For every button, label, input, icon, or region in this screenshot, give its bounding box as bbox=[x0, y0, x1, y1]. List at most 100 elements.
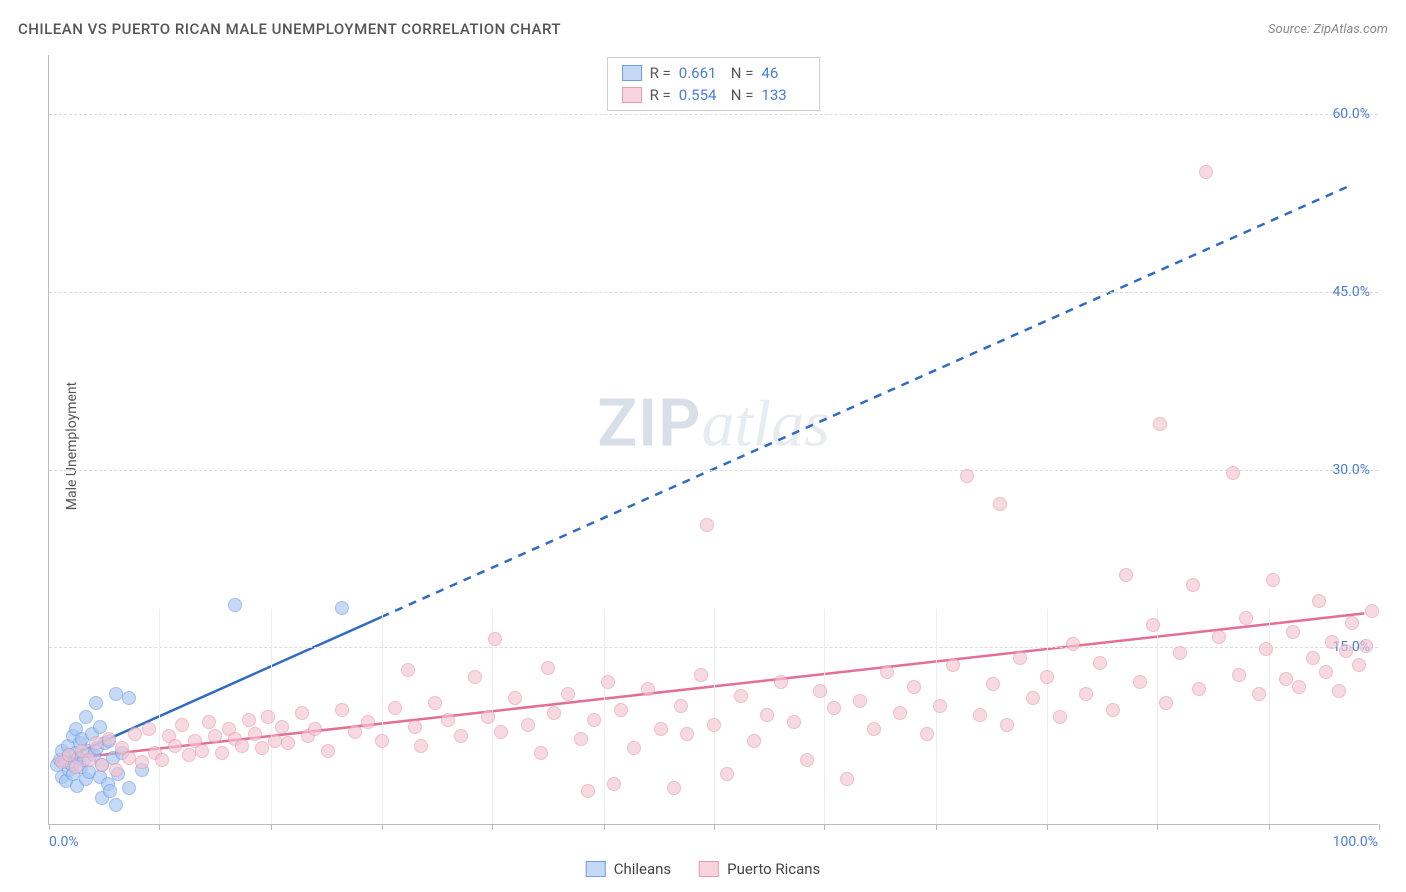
scatter-point bbox=[547, 706, 561, 720]
scatter-point bbox=[122, 751, 136, 765]
scatter-point bbox=[335, 703, 349, 717]
scatter-point bbox=[1332, 684, 1346, 698]
r-value-chileans: 0.661 bbox=[679, 64, 723, 82]
stats-row-puertoricans: R = 0.554 N = 133 bbox=[622, 84, 806, 106]
watermark-zip: ZIP bbox=[597, 386, 701, 463]
scatter-point bbox=[155, 753, 169, 767]
scatter-point bbox=[1133, 675, 1147, 689]
plot-area: ZIPatlas R = 0.661 N = 46 R = 0.554 N = … bbox=[48, 55, 1378, 825]
xtick bbox=[714, 824, 715, 830]
legend-item-puertoricans: Puerto Ricans bbox=[699, 860, 820, 878]
scatter-point bbox=[441, 713, 455, 727]
scatter-point bbox=[1159, 696, 1173, 710]
scatter-point bbox=[89, 736, 103, 750]
xtick-label-min: 0.0% bbox=[49, 834, 79, 850]
scatter-point bbox=[1252, 687, 1266, 701]
scatter-point bbox=[468, 670, 482, 684]
scatter-point bbox=[135, 755, 149, 769]
scatter-point bbox=[175, 718, 189, 732]
legend-swatch-puertoricans bbox=[699, 861, 719, 877]
ytick-label: 30.0% bbox=[1332, 462, 1370, 478]
legend-swatch-chileans bbox=[586, 861, 606, 877]
scatter-point bbox=[109, 763, 123, 777]
scatter-point bbox=[1199, 165, 1213, 179]
scatter-point bbox=[973, 708, 987, 722]
scatter-point bbox=[581, 784, 595, 798]
scatter-point bbox=[122, 691, 136, 705]
scatter-point bbox=[747, 734, 761, 748]
gridline-x bbox=[824, 609, 825, 824]
xtick bbox=[49, 824, 50, 830]
n-label: N = bbox=[731, 64, 754, 82]
scatter-point bbox=[128, 727, 142, 741]
scatter-point bbox=[1153, 417, 1167, 431]
scatter-point bbox=[142, 722, 156, 736]
stats-row-chileans: R = 0.661 N = 46 bbox=[622, 62, 806, 84]
scatter-point bbox=[1226, 466, 1240, 480]
scatter-point bbox=[261, 710, 275, 724]
xtick bbox=[159, 824, 160, 830]
scatter-point bbox=[308, 722, 322, 736]
scatter-point bbox=[408, 720, 422, 734]
xtick bbox=[382, 824, 383, 830]
scatter-point bbox=[508, 691, 522, 705]
scatter-point bbox=[1279, 672, 1293, 686]
scatter-point bbox=[907, 680, 921, 694]
scatter-point bbox=[541, 661, 555, 675]
scatter-point bbox=[680, 727, 694, 741]
scatter-point bbox=[494, 725, 508, 739]
scatter-point bbox=[361, 715, 375, 729]
scatter-point bbox=[1173, 646, 1187, 660]
scatter-point bbox=[95, 758, 109, 772]
scatter-point bbox=[654, 722, 668, 736]
scatter-point bbox=[1306, 651, 1320, 665]
scatter-point bbox=[1106, 703, 1120, 717]
scatter-point bbox=[920, 727, 934, 741]
scatter-point bbox=[168, 739, 182, 753]
xtick bbox=[1157, 824, 1158, 830]
scatter-point bbox=[89, 696, 103, 710]
scatter-point bbox=[1146, 618, 1160, 632]
scatter-point bbox=[228, 598, 242, 612]
scatter-point bbox=[827, 701, 841, 715]
scatter-point bbox=[607, 777, 621, 791]
r-value-puertoricans: 0.554 bbox=[679, 86, 723, 104]
scatter-point bbox=[1192, 682, 1206, 696]
scatter-point bbox=[248, 727, 262, 741]
scatter-point bbox=[1093, 656, 1107, 670]
trend-line bbox=[381, 185, 1351, 617]
scatter-point bbox=[102, 732, 116, 746]
scatter-point bbox=[1053, 710, 1067, 724]
scatter-point bbox=[1266, 573, 1280, 587]
gridline-x bbox=[936, 609, 937, 824]
swatch-puertoricans bbox=[622, 87, 642, 103]
gridline-y bbox=[49, 114, 1378, 115]
scatter-point bbox=[561, 687, 575, 701]
scatter-point bbox=[103, 784, 117, 798]
scatter-point bbox=[454, 729, 468, 743]
scatter-point bbox=[521, 718, 535, 732]
scatter-point bbox=[933, 699, 947, 713]
scatter-point bbox=[182, 748, 196, 762]
source-credit: Source: ZipAtlas.com bbox=[1268, 22, 1388, 37]
scatter-point bbox=[627, 741, 641, 755]
scatter-point bbox=[109, 798, 123, 812]
scatter-point bbox=[1066, 637, 1080, 651]
gridline-y bbox=[49, 470, 1378, 471]
scatter-point bbox=[707, 718, 721, 732]
scatter-point bbox=[109, 687, 123, 701]
scatter-point bbox=[1040, 670, 1054, 684]
r-label: R = bbox=[650, 64, 671, 82]
scatter-point bbox=[813, 684, 827, 698]
watermark: ZIPatlas bbox=[597, 386, 830, 463]
gridline-x bbox=[1157, 609, 1158, 824]
scatter-point bbox=[760, 708, 774, 722]
scatter-point bbox=[1079, 687, 1093, 701]
scatter-point bbox=[79, 710, 93, 724]
scatter-point bbox=[1286, 625, 1300, 639]
scatter-point bbox=[82, 753, 96, 767]
scatter-point bbox=[69, 760, 83, 774]
scatter-point bbox=[428, 696, 442, 710]
legend-item-chileans: Chileans bbox=[586, 860, 671, 878]
xtick bbox=[1269, 824, 1270, 830]
